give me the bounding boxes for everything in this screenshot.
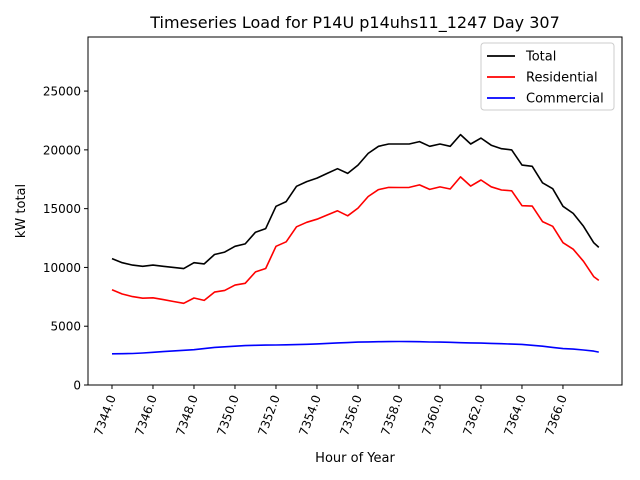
legend: Total Residential Commercial <box>480 42 615 111</box>
y-tick-label: 25000 <box>43 85 81 99</box>
legend-label: Commercial <box>526 92 604 107</box>
x-tick-label: 7366.0 <box>542 393 570 437</box>
x-tick-label: 7346.0 <box>132 393 160 437</box>
x-tick-label: 7344.0 <box>91 393 119 437</box>
y-tick-label: 20000 <box>43 143 81 157</box>
chart-title: Timeseries Load for P14U p14uhs11_1247 D… <box>149 13 560 33</box>
x-tick-label: 7362.0 <box>460 393 488 437</box>
y-tick-label: 5000 <box>50 320 81 334</box>
legend-label: Total <box>525 50 556 65</box>
series-line-residential <box>111 176 600 305</box>
series-line-total <box>111 133 600 270</box>
y-axis-label: kW total <box>14 184 29 238</box>
x-tick-label: 7352.0 <box>255 393 283 437</box>
x-axis-label: Hour of Year <box>315 451 395 466</box>
x-tick-label: 7354.0 <box>296 393 324 437</box>
legend-label: Residential <box>526 71 598 86</box>
x-tick-label: 7356.0 <box>337 393 365 437</box>
y-tick-label: 10000 <box>43 261 81 275</box>
y-tick-label: 15000 <box>43 202 81 216</box>
x-tick-label: 7364.0 <box>501 393 529 437</box>
plot-frame <box>87 36 623 386</box>
x-tick-label: 7348.0 <box>173 393 201 437</box>
series-line-commercial <box>111 340 599 355</box>
x-tick-label: 7350.0 <box>214 393 242 437</box>
legend-box <box>480 42 615 111</box>
x-tick-label: 7358.0 <box>378 393 406 437</box>
x-tick-label: 7360.0 <box>419 393 447 437</box>
y-tick-label: 0 <box>73 379 81 393</box>
